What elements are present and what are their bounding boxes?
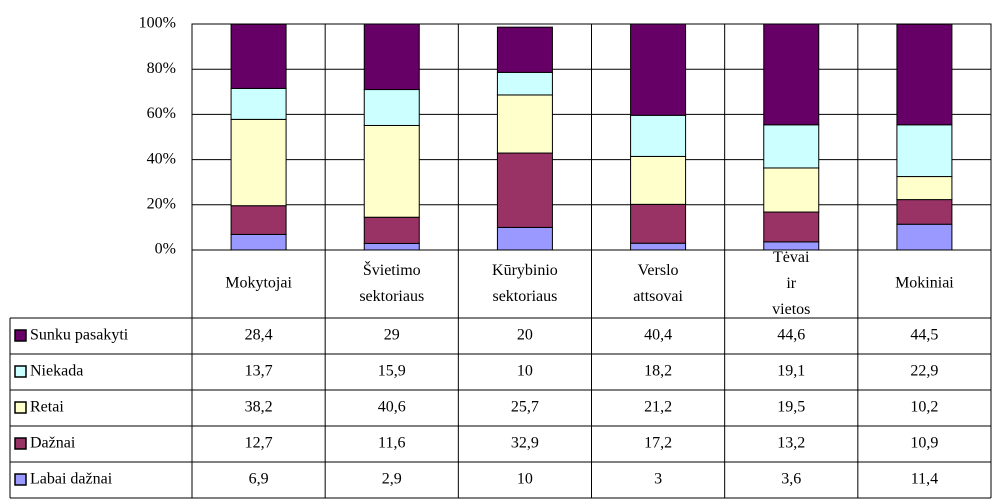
table-value: 44,6	[777, 327, 805, 344]
table-value: 3,6	[781, 471, 801, 488]
bar-segment	[896, 199, 953, 225]
table-value: 22,9	[910, 363, 938, 380]
bar-segment	[630, 242, 687, 251]
bar-segment	[363, 89, 420, 126]
table-value: 10,9	[910, 435, 938, 452]
legend-label: Niekada	[30, 363, 83, 380]
table-value: 2,9	[382, 471, 402, 488]
table-value: 11,6	[378, 435, 405, 452]
bar-segment	[363, 242, 420, 251]
y-tick-label: 100%	[139, 15, 176, 32]
y-tick-label: 0%	[155, 241, 176, 258]
table-value: 17,2	[644, 435, 672, 452]
bar-segment	[763, 167, 820, 213]
y-tick-label: 20%	[147, 195, 176, 212]
table-value: 10	[517, 363, 533, 380]
bar-segment	[896, 223, 953, 251]
legend-label: Sunku pasakyti	[30, 327, 129, 344]
table-value: 25,7	[511, 399, 539, 416]
bar-segment	[763, 211, 820, 243]
x-category-label: Mokiniai	[895, 275, 954, 292]
bar-segment	[630, 155, 687, 205]
table-value: 15,9	[378, 363, 406, 380]
bar-segment	[230, 87, 287, 120]
table-value: 11,4	[911, 471, 938, 488]
bar-segment	[363, 23, 420, 91]
bar-segment	[630, 203, 687, 244]
table-value: 10	[517, 471, 533, 488]
table-value: 19,1	[777, 363, 805, 380]
table-value: 29	[384, 327, 400, 344]
table-value: 32,9	[511, 435, 539, 452]
bar-segment	[763, 23, 820, 126]
table-value: 13,2	[777, 435, 805, 452]
x-category-label: Tėvai ir vietos	[772, 249, 810, 318]
bar-segment	[630, 114, 687, 157]
table-value: 3	[654, 471, 662, 488]
bar-segment	[630, 23, 687, 116]
x-category-label: Kūrybinio sektoriaus	[492, 262, 558, 305]
bar-segment	[363, 124, 420, 218]
legend-key	[14, 473, 27, 486]
legend-key	[14, 401, 27, 414]
y-tick-label: 80%	[147, 60, 176, 77]
table-value: 19,5	[777, 399, 805, 416]
bar-segment	[230, 23, 287, 89]
legend-label: Labai dažnai	[30, 471, 113, 488]
bar-segment	[763, 124, 820, 169]
x-category-label: Mokytojai	[225, 275, 292, 292]
bar-segment	[896, 124, 953, 178]
legend-label: Retai	[30, 399, 64, 416]
bar-segment	[230, 205, 287, 235]
table-value: 21,2	[644, 399, 672, 416]
table-value: 28,4	[245, 327, 273, 344]
table-value: 10,2	[910, 399, 938, 416]
bar-segment	[230, 118, 287, 207]
legend-key	[14, 365, 27, 378]
bar-segment	[496, 152, 553, 228]
bar-segment	[896, 176, 953, 201]
x-category-label: Švietimo sektoriaus	[359, 260, 424, 305]
bar-segment	[496, 71, 553, 96]
table-value: 40,4	[644, 327, 672, 344]
bar-segment	[496, 94, 553, 154]
table-value: 18,2	[644, 363, 672, 380]
table-value: 13,7	[245, 363, 273, 380]
table-value: 44,5	[910, 327, 938, 344]
table-value: 12,7	[245, 435, 273, 452]
legend-key	[14, 329, 27, 342]
table-value: 38,2	[245, 399, 273, 416]
table-value: 20	[517, 327, 533, 344]
y-tick-label: 60%	[147, 105, 176, 122]
bar-segment	[496, 26, 553, 73]
x-category-label: Verslo attsovai	[633, 262, 683, 305]
bar-segment	[363, 216, 420, 244]
bar-segment	[896, 23, 953, 126]
legend-key	[14, 437, 27, 450]
legend-label: Dažnai	[30, 435, 76, 452]
bar-segment	[230, 233, 287, 251]
bar-segment	[496, 226, 553, 251]
table-value: 40,6	[378, 399, 406, 416]
table-value: 6,9	[249, 471, 269, 488]
y-tick-label: 40%	[147, 150, 176, 167]
